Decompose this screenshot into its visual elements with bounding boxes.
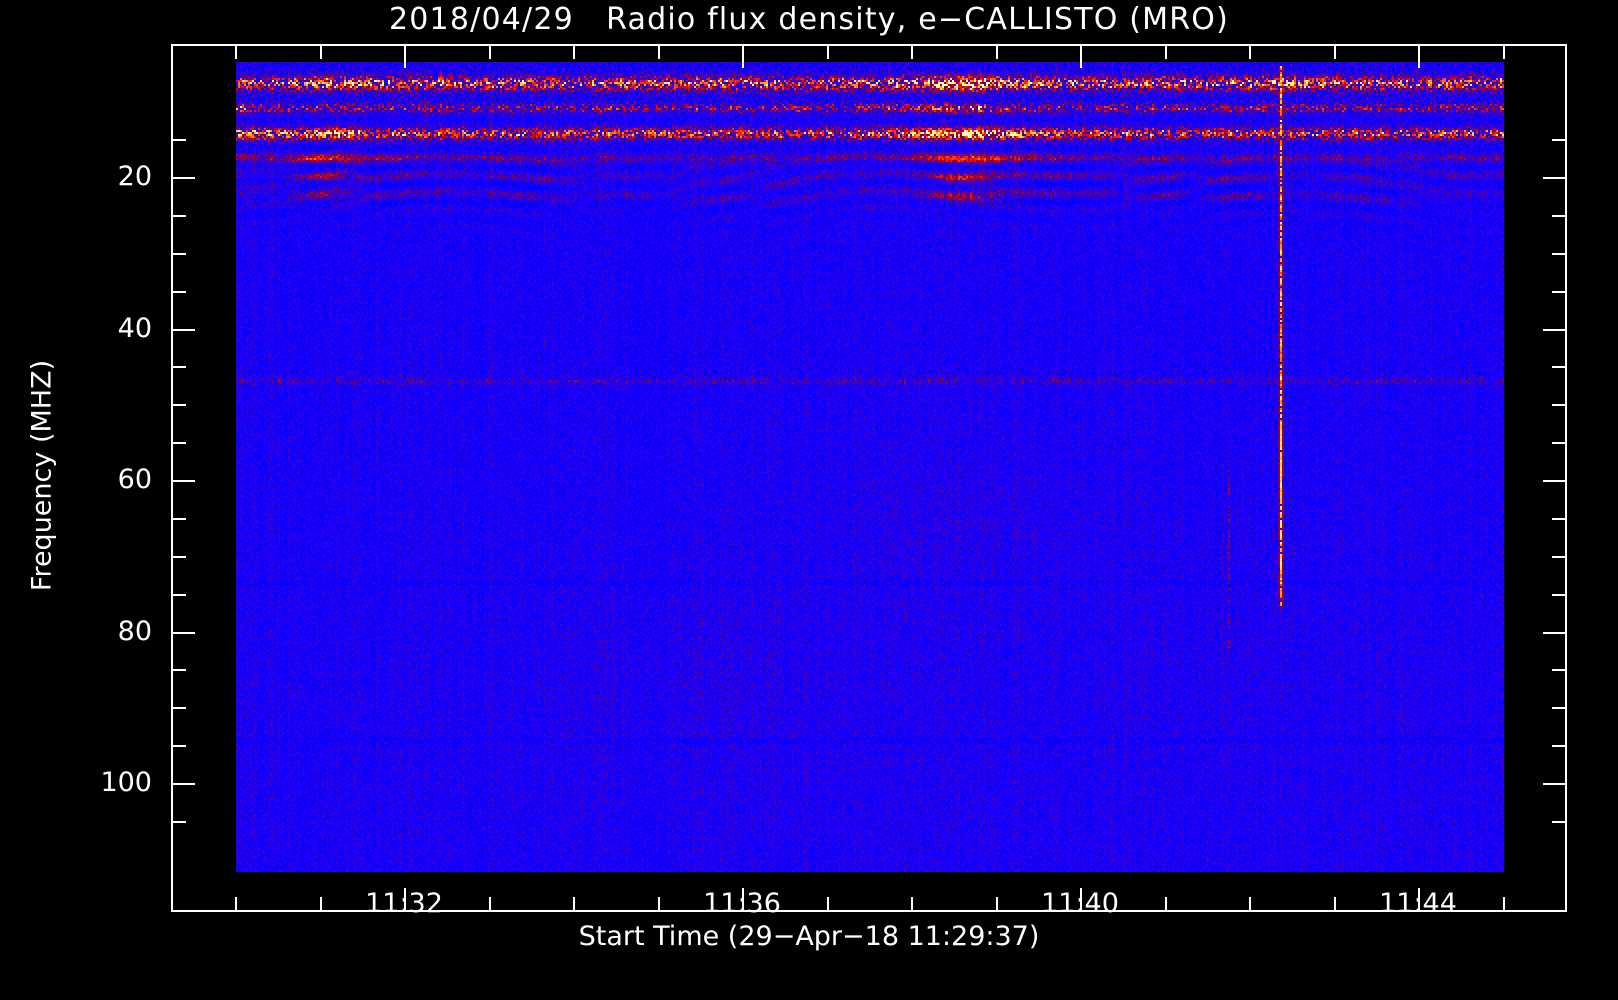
y-tick-label-40: 40 (117, 312, 152, 344)
x-tick-35 (657, 897, 660, 910)
y-tick-15 (173, 139, 186, 142)
x-tick-top-43 (1333, 46, 1336, 59)
x-tick-top-41 (1164, 46, 1167, 59)
x-tick-36 (742, 888, 744, 910)
x-tick-42 (1249, 897, 1251, 910)
x-tick-31 (319, 897, 322, 910)
y-tick-right-100 (1543, 783, 1565, 785)
x-tick-top-33 (488, 46, 491, 59)
x-tick-34 (573, 897, 575, 910)
y-tick-70 (173, 555, 186, 558)
y-tick-right-30 (1552, 252, 1565, 255)
x-tick-top-39 (995, 46, 998, 59)
y-tick-right-85 (1552, 669, 1565, 672)
y-tick-20 (173, 177, 195, 179)
x-tick-label-11-44: 11:44 (1379, 888, 1457, 919)
y-tick-50 (173, 404, 186, 407)
x-tick-top-30 (235, 46, 237, 59)
y-tick-right-55 (1552, 442, 1565, 445)
spectrogram-image (236, 62, 1504, 872)
y-tick-label-60: 60 (117, 464, 152, 495)
x-tick-33 (488, 897, 491, 910)
y-tick-30 (173, 252, 186, 255)
x-tick-top-42 (1249, 46, 1251, 59)
y-tick-100 (173, 783, 195, 785)
x-tick-37 (826, 897, 829, 910)
y-tick-85 (173, 669, 186, 672)
x-tick-top-36 (742, 46, 744, 68)
x-tick-30 (235, 897, 237, 910)
y-tick-label-80: 80 (117, 615, 152, 647)
spectrogram-canvas (236, 62, 1504, 872)
x-tick-top-31 (319, 46, 322, 59)
x-tick-39 (995, 897, 998, 910)
x-tick-top-32 (404, 46, 406, 68)
y-tick-label-20: 20 (117, 161, 152, 192)
y-tick-label-100: 100 (100, 767, 152, 798)
x-tick-label-11-40: 11:40 (1041, 888, 1119, 919)
y-tick-right-65 (1552, 517, 1565, 520)
y-tick-40 (173, 328, 195, 331)
y-tick-right-15 (1552, 139, 1565, 142)
x-tick-top-44 (1418, 46, 1420, 68)
axes-frame (171, 44, 1567, 912)
x-tick-32 (404, 888, 406, 910)
page-title: 2018/04/29 Radio flux density, e−CALLIST… (388, 2, 1230, 37)
x-tick-41 (1164, 897, 1167, 910)
y-tick-55 (173, 442, 186, 445)
y-tick-right-25 (1552, 214, 1565, 217)
y-tick-105 (173, 820, 186, 823)
x-tick-label-11-32: 11:32 (365, 888, 443, 919)
y-tick-45 (173, 366, 186, 369)
y-tick-right-45 (1552, 366, 1565, 369)
y-tick-right-35 (1552, 290, 1565, 293)
x-tick-38 (911, 897, 913, 910)
x-tick-40 (1080, 888, 1082, 910)
y-tick-right-75 (1552, 593, 1565, 596)
x-tick-top-40 (1080, 46, 1082, 68)
y-tick-right-70 (1552, 555, 1565, 558)
y-tick-right-90 (1552, 707, 1565, 710)
y-tick-right-40 (1543, 328, 1565, 331)
y-tick-75 (173, 593, 186, 596)
x-tick-top-38 (911, 46, 913, 59)
x-tick-top-45 (1502, 46, 1505, 59)
x-axis-title: Start Time (29−Apr−18 11:29:37) (578, 921, 1040, 952)
x-tick-top-37 (826, 46, 829, 59)
x-tick-43 (1333, 897, 1336, 910)
y-tick-right-50 (1552, 404, 1565, 407)
y-tick-right-95 (1552, 745, 1565, 748)
x-tick-top-34 (573, 46, 575, 59)
y-tick-35 (173, 290, 186, 293)
x-tick-label-11-36: 11:36 (703, 888, 781, 919)
x-tick-top-35 (657, 46, 660, 59)
y-tick-right-20 (1543, 177, 1565, 179)
y-tick-right-60 (1543, 480, 1565, 482)
x-tick-44 (1418, 888, 1420, 910)
y-tick-90 (173, 707, 186, 710)
y-tick-95 (173, 745, 186, 748)
y-tick-right-105 (1552, 820, 1565, 823)
x-tick-45 (1502, 897, 1505, 910)
y-tick-65 (173, 517, 186, 520)
y-axis-title: Frequency (MHZ) (26, 359, 58, 592)
y-tick-60 (173, 480, 195, 482)
y-tick-80 (173, 631, 195, 634)
y-tick-right-80 (1543, 631, 1565, 634)
y-tick-25 (173, 214, 186, 217)
